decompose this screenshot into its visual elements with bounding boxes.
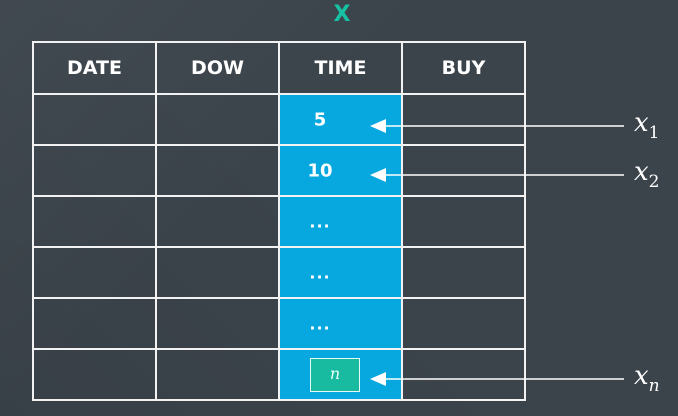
buy-cell <box>401 144 526 197</box>
time-value: 10 <box>307 160 333 181</box>
date-cell <box>32 144 157 197</box>
time-cell: ... <box>278 297 403 350</box>
header-row: DATE DOW TIME BUY <box>32 41 526 95</box>
table-row: ... <box>32 297 526 350</box>
label-x1-sub: 1 <box>649 123 660 143</box>
label-x2-var: x <box>634 157 649 187</box>
header-time: TIME <box>278 41 403 95</box>
dow-cell <box>155 246 280 299</box>
header-date: DATE <box>32 41 157 95</box>
buy-cell <box>401 246 526 299</box>
arrow-head-x1 <box>370 119 386 133</box>
time-ellipsis: ... <box>309 212 331 231</box>
date-cell <box>32 348 157 401</box>
time-cell: ... <box>278 246 403 299</box>
date-cell <box>32 246 157 299</box>
date-cell <box>32 195 157 248</box>
data-table: DATE DOW TIME BUY 5 10 ... <box>32 41 526 401</box>
label-x2: x2 <box>634 157 660 192</box>
label-x2-sub: 2 <box>649 172 660 192</box>
header-dow: DOW <box>155 41 280 95</box>
time-cell: ... <box>278 195 403 248</box>
time-cell: n <box>278 348 403 401</box>
dow-cell <box>155 93 280 146</box>
label-xn-var: x <box>634 361 649 391</box>
dow-cell <box>155 144 280 197</box>
buy-cell <box>401 297 526 350</box>
date-cell <box>32 297 157 350</box>
label-xn: xn <box>634 361 660 396</box>
time-cell: 5 <box>278 93 403 146</box>
n-highlight-box: n <box>310 358 360 392</box>
label-xn-sub: n <box>649 376 660 396</box>
diagram-title: X <box>333 2 351 27</box>
buy-cell <box>401 348 526 401</box>
buy-cell <box>401 93 526 146</box>
dow-cell <box>155 195 280 248</box>
table-row: ... <box>32 246 526 299</box>
table-row: 5 <box>32 93 526 146</box>
dow-cell <box>155 348 280 401</box>
header-buy: BUY <box>401 41 526 95</box>
arrow-head-xn <box>370 372 386 386</box>
time-ellipsis: ... <box>309 314 331 333</box>
time-value: 5 <box>313 109 327 130</box>
dow-cell <box>155 297 280 350</box>
label-x1-var: x <box>634 108 649 138</box>
buy-cell <box>401 195 526 248</box>
time-ellipsis: ... <box>309 263 331 282</box>
label-x1: x1 <box>634 108 660 143</box>
table-row: ... <box>32 195 526 248</box>
date-cell <box>32 93 157 146</box>
table-row: n <box>32 348 526 401</box>
arrow-head-x2 <box>370 168 386 182</box>
